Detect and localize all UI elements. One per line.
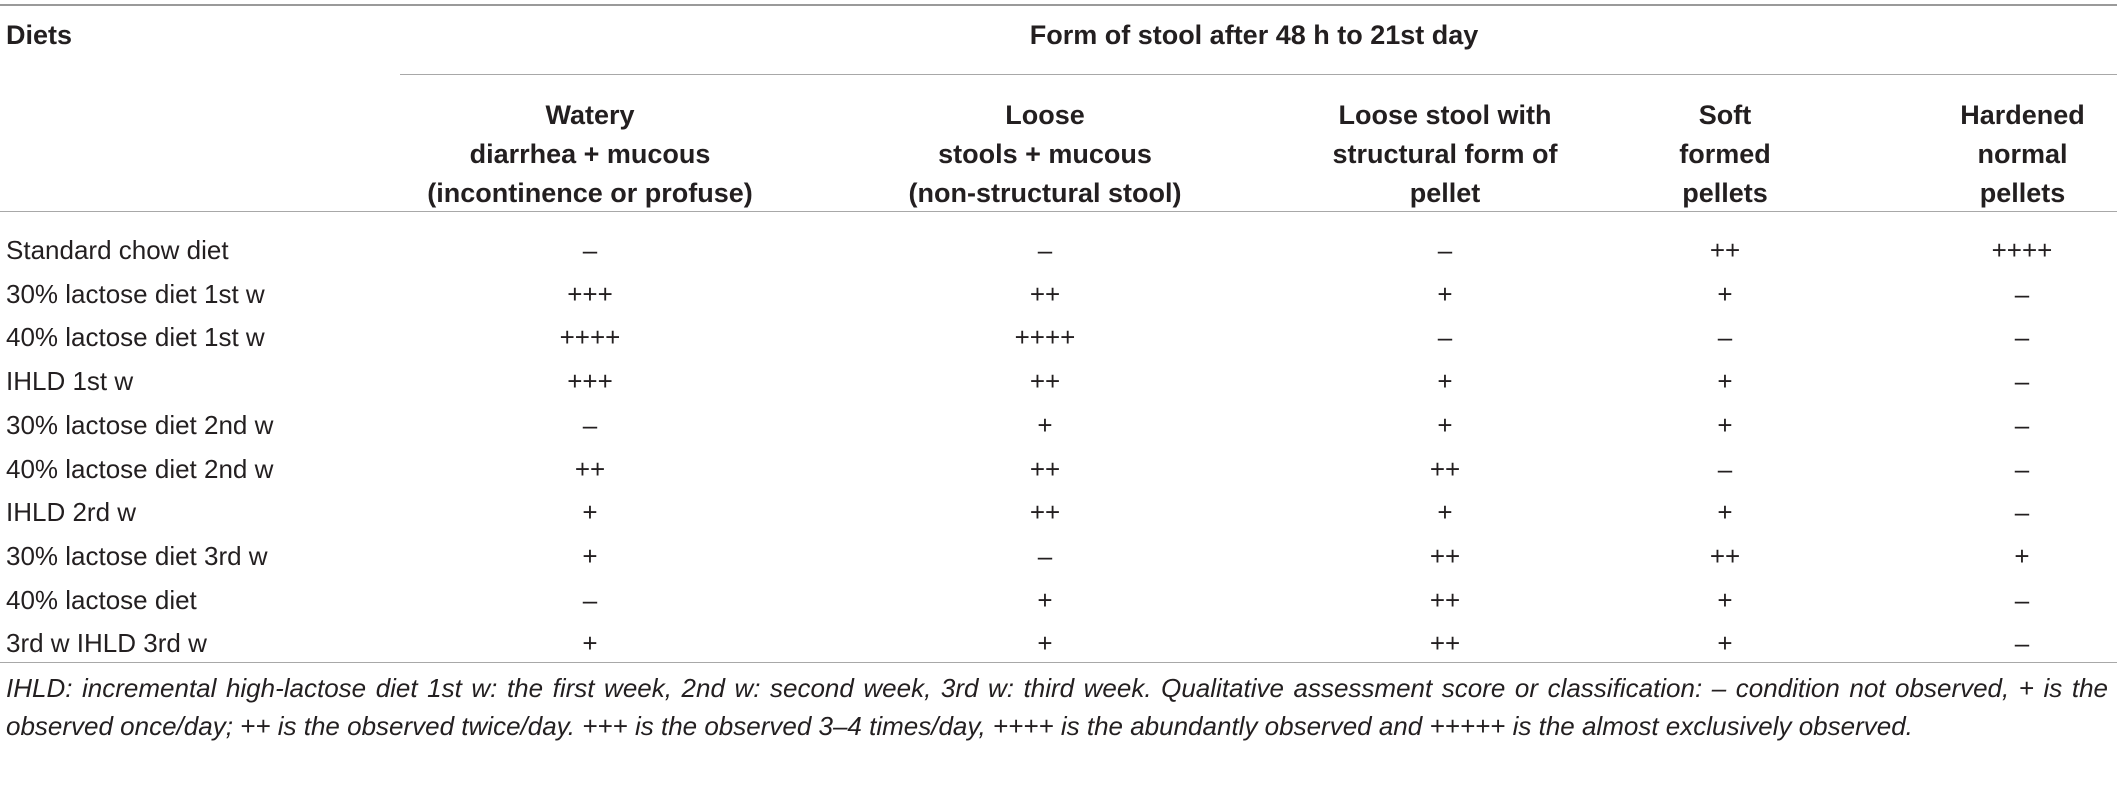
table-row: IHLD 1st w +++ ++ + + – bbox=[0, 359, 2117, 403]
table-row: 3rd w IHLD 3rd w + + ++ + – bbox=[0, 621, 2117, 665]
row-label: 30% lactose diet 2nd w bbox=[6, 409, 274, 440]
table-cell: – bbox=[2014, 366, 2030, 397]
table-row: 30% lactose diet 3rd w + – ++ ++ + bbox=[0, 534, 2117, 578]
table-cell: – bbox=[1717, 453, 1733, 484]
table-cell: + bbox=[582, 497, 598, 528]
column-header-soft: Soft formed pellets bbox=[1679, 100, 1771, 208]
table-cell: + bbox=[1037, 409, 1053, 440]
stool-form-span-header: Form of stool after 48 h to 21st day bbox=[1029, 20, 1479, 50]
row-label: 3rd w IHLD 3rd w bbox=[6, 628, 207, 659]
top-rule bbox=[0, 4, 2117, 6]
table-cell: ++++ bbox=[559, 322, 621, 353]
diets-header: Diets bbox=[6, 20, 73, 50]
table-cell: – bbox=[2014, 584, 2030, 615]
table-cell: – bbox=[2014, 409, 2030, 440]
table-cell: ++ bbox=[1709, 540, 1741, 571]
table-cell: ++ bbox=[1429, 584, 1461, 615]
table-cell: + bbox=[1437, 409, 1453, 440]
table-cell: – bbox=[1037, 540, 1053, 571]
column-header-loose-structural: Loose stool with structural form of pell… bbox=[1332, 100, 1558, 208]
table-cell: + bbox=[1437, 366, 1453, 397]
column-header-hardened: Hardened normal pellets bbox=[1960, 100, 2085, 208]
table-cell: + bbox=[1437, 497, 1453, 528]
table-cell: – bbox=[582, 409, 598, 440]
table-cell: + bbox=[1717, 628, 1733, 659]
table-cell: – bbox=[1437, 322, 1453, 353]
table-row: 40% lactose diet – + ++ + – bbox=[0, 578, 2117, 622]
column-header-loose: Loose stools + mucous (non-structural st… bbox=[908, 100, 1182, 208]
table-cell: ++ bbox=[1709, 235, 1741, 265]
row-label: 30% lactose diet 1st w bbox=[6, 278, 265, 309]
table-cell: – bbox=[2014, 628, 2030, 659]
table-cell: + bbox=[2014, 540, 2030, 571]
table-cell: + bbox=[1717, 409, 1733, 440]
table-row: 40% lactose diet 1st w ++++ ++++ – – – bbox=[0, 315, 2117, 359]
table-cell: + bbox=[582, 540, 598, 571]
table-cell: – bbox=[582, 235, 598, 265]
table-cell: +++ bbox=[567, 278, 613, 309]
table-cell: – bbox=[1437, 235, 1453, 265]
row-label: 40% lactose diet bbox=[6, 584, 197, 615]
table-row: Standard chow diet – – – ++ ++++ bbox=[0, 228, 2117, 272]
table-cell: ++ bbox=[1429, 540, 1461, 571]
table-cell: – bbox=[2014, 278, 2030, 309]
table-cell: + bbox=[582, 628, 598, 659]
table-row: 30% lactose diet 1st w +++ ++ + + – bbox=[0, 272, 2117, 316]
table-cell: + bbox=[1037, 628, 1053, 659]
table-cell: + bbox=[1037, 584, 1053, 615]
table-cell: ++ bbox=[1029, 497, 1061, 528]
table-row: 40% lactose diet 2nd w ++ ++ ++ – – bbox=[0, 447, 2117, 491]
table-cell: – bbox=[2014, 322, 2030, 353]
table-cell: – bbox=[2014, 497, 2030, 528]
row-label: 30% lactose diet 3rd w bbox=[6, 540, 268, 571]
table-row: 30% lactose diet 2nd w – + + + – bbox=[0, 403, 2117, 447]
table-cell: ++ bbox=[1029, 453, 1061, 484]
table-cell: – bbox=[1037, 235, 1053, 265]
column-header-watery: Watery diarrhea + mucous (incontinence o… bbox=[427, 100, 753, 208]
table-cell: ++ bbox=[1429, 628, 1461, 659]
row-label: IHLD 1st w bbox=[6, 366, 134, 397]
row-label: 40% lactose diet 2nd w bbox=[6, 453, 274, 484]
span-header-rule bbox=[400, 74, 2117, 75]
table-row: IHLD 2rd w + ++ + + – bbox=[0, 490, 2117, 534]
row-label: IHLD 2rd w bbox=[6, 497, 137, 528]
table-cell: – bbox=[2014, 453, 2030, 484]
row-label: 40% lactose diet 1st w bbox=[6, 322, 265, 353]
table-bottom-rule bbox=[0, 662, 2117, 663]
table-cell: ++ bbox=[1029, 366, 1061, 397]
table-cell: ++ bbox=[574, 453, 606, 484]
table-cell: + bbox=[1717, 584, 1733, 615]
table-cell: ++ bbox=[1029, 278, 1061, 309]
table-footnote: IHLD: incremental high-lactose diet 1st … bbox=[6, 673, 2108, 741]
table-cell: + bbox=[1717, 278, 1733, 309]
table-cell: ++++ bbox=[1014, 322, 1076, 353]
table-cell: – bbox=[582, 584, 598, 615]
table-cell: + bbox=[1437, 278, 1453, 309]
table-cell: ++++ bbox=[1991, 235, 2053, 265]
table-cell: + bbox=[1717, 497, 1733, 528]
table-cell: +++ bbox=[567, 366, 613, 397]
header-bottom-rule bbox=[0, 211, 2117, 212]
row-label: Standard chow diet bbox=[6, 235, 229, 265]
table-cell: + bbox=[1717, 366, 1733, 397]
table-cell: ++ bbox=[1429, 453, 1461, 484]
table-cell: – bbox=[1717, 322, 1733, 353]
